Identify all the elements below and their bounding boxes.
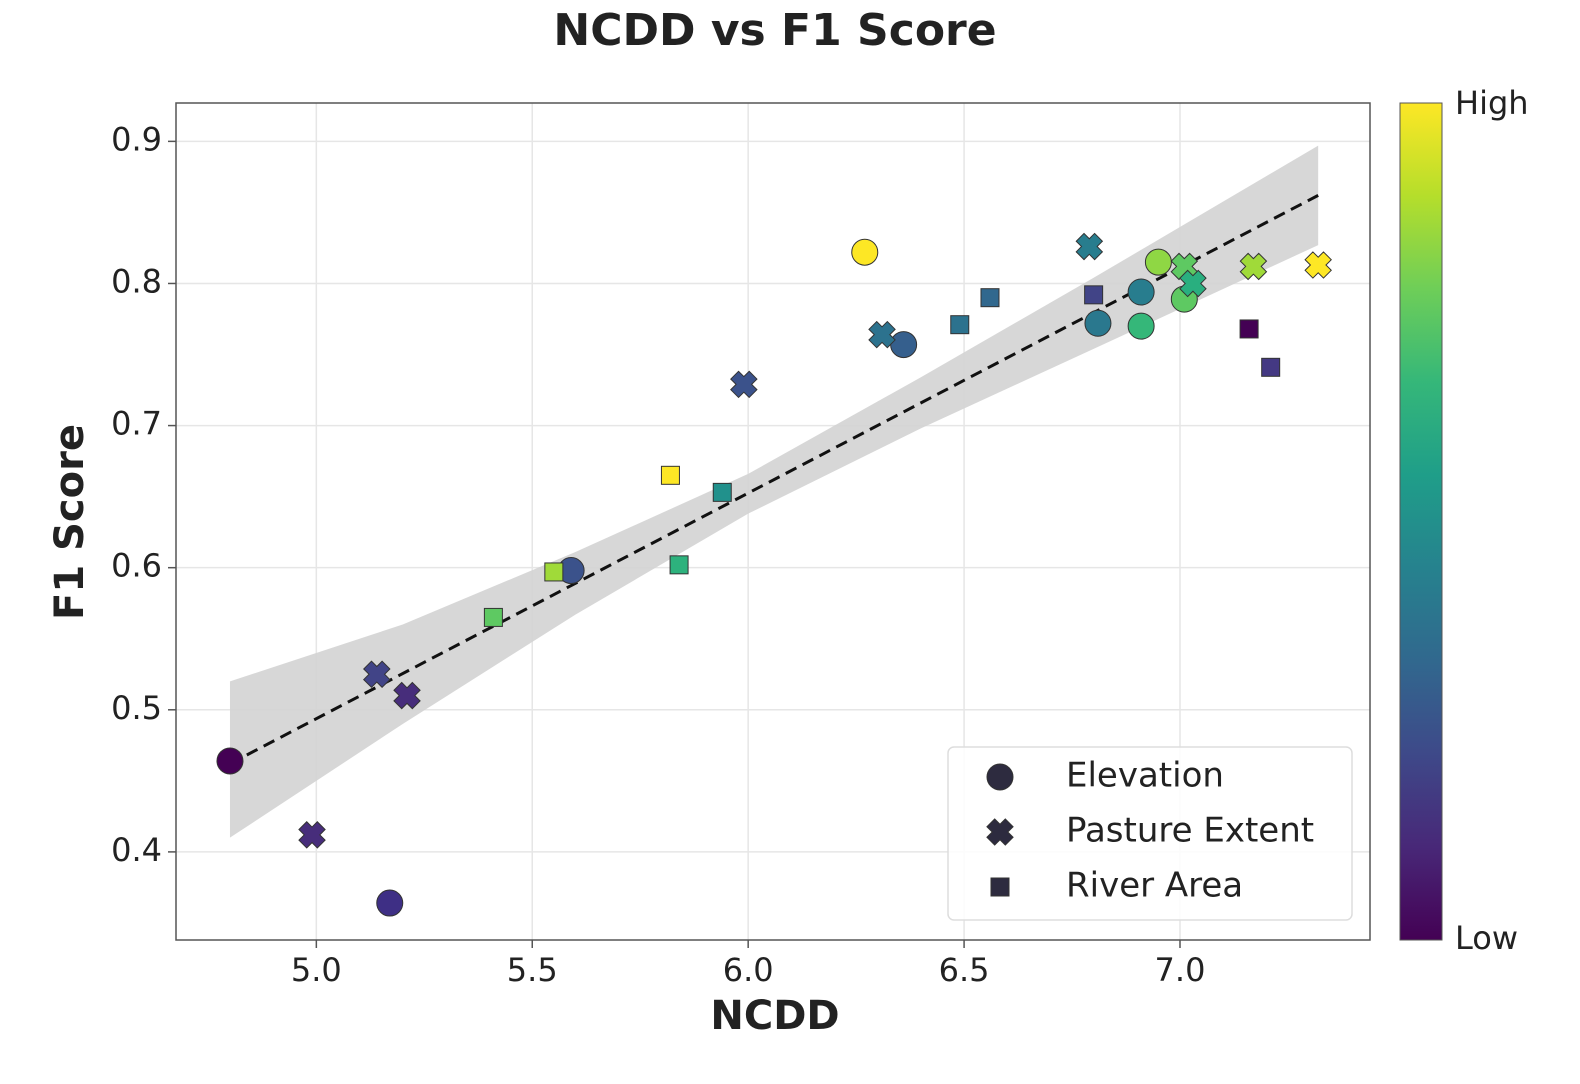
point xyxy=(393,681,421,710)
y-tick-label: 0.5 xyxy=(111,689,162,727)
legend-marker xyxy=(990,877,1010,897)
y-tick-label: 0.4 xyxy=(111,831,162,869)
x-tick-label: 7.0 xyxy=(1155,951,1206,989)
point xyxy=(1239,252,1268,281)
x-tick-label: 5.5 xyxy=(507,951,558,989)
point xyxy=(868,320,896,349)
point xyxy=(730,370,758,399)
plot-area xyxy=(216,145,1332,917)
legend-label: Pasture Extent xyxy=(1066,811,1314,851)
point xyxy=(1084,285,1104,305)
colorbar-low-label: Low xyxy=(1455,919,1518,957)
point xyxy=(483,607,503,627)
colorbar xyxy=(1399,102,1443,941)
legend-marker xyxy=(986,818,1014,846)
confidence-band xyxy=(229,145,1319,838)
chart-title: NCDD vs F1 Score xyxy=(553,5,996,56)
point xyxy=(1179,269,1207,298)
legend: Elevation Pasture Extent River Area xyxy=(947,746,1353,921)
point xyxy=(950,315,970,335)
x-tick-label: 6.5 xyxy=(939,951,990,989)
x-tick-label: 5.0 xyxy=(291,951,342,989)
point xyxy=(1261,357,1281,377)
legend-label: River Area xyxy=(1066,866,1243,906)
y-tick-label: 0.6 xyxy=(111,547,162,585)
point xyxy=(980,288,1000,308)
point xyxy=(1075,232,1104,261)
legend-box xyxy=(947,746,1353,921)
y-tick-label: 0.9 xyxy=(111,120,162,158)
point xyxy=(1144,248,1172,276)
legend-label: Elevation xyxy=(1066,756,1224,796)
point xyxy=(712,482,732,502)
y-tick-label: 0.7 xyxy=(111,405,162,443)
colorbar-high-label: High xyxy=(1455,84,1529,122)
point xyxy=(1127,312,1155,340)
x-axis-label: NCDD xyxy=(710,993,839,1039)
point xyxy=(851,238,879,266)
x-tick-label: 6.0 xyxy=(723,951,774,989)
point xyxy=(363,660,391,689)
regression-line xyxy=(229,194,1319,766)
point xyxy=(216,747,244,775)
point xyxy=(669,555,689,575)
point xyxy=(890,331,918,359)
point xyxy=(544,562,564,582)
point xyxy=(1304,251,1332,279)
y-axis-label: F1 Score xyxy=(47,424,93,620)
plot-frame xyxy=(175,102,1371,941)
point xyxy=(1127,278,1155,306)
point xyxy=(298,821,326,849)
legend-marker xyxy=(986,763,1014,791)
point xyxy=(1239,319,1259,339)
point xyxy=(660,465,680,485)
point xyxy=(1084,309,1112,337)
point xyxy=(376,889,404,917)
y-tick-label: 0.8 xyxy=(111,262,162,300)
